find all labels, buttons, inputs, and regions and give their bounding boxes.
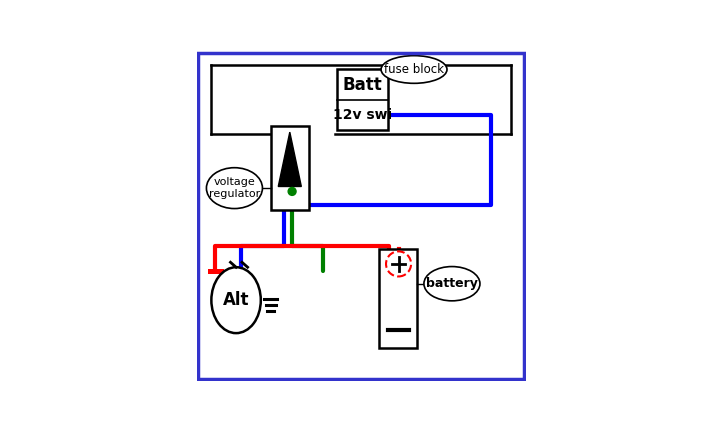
Ellipse shape [381, 56, 447, 83]
Text: fuse block: fuse block [384, 63, 444, 76]
Circle shape [288, 187, 296, 195]
Ellipse shape [207, 168, 262, 208]
Polygon shape [278, 132, 301, 187]
Bar [336, 69, 388, 131]
Bar [379, 249, 417, 348]
Circle shape [386, 251, 411, 276]
Ellipse shape [212, 267, 261, 333]
Text: voltage
regulator: voltage regulator [209, 177, 260, 199]
Ellipse shape [424, 267, 480, 301]
Text: Batt: Batt [342, 76, 382, 94]
Bar [271, 125, 309, 210]
Text: battery: battery [426, 277, 478, 290]
Text: Alt: Alt [223, 291, 250, 309]
Text: 12v swi: 12v swi [333, 108, 392, 122]
